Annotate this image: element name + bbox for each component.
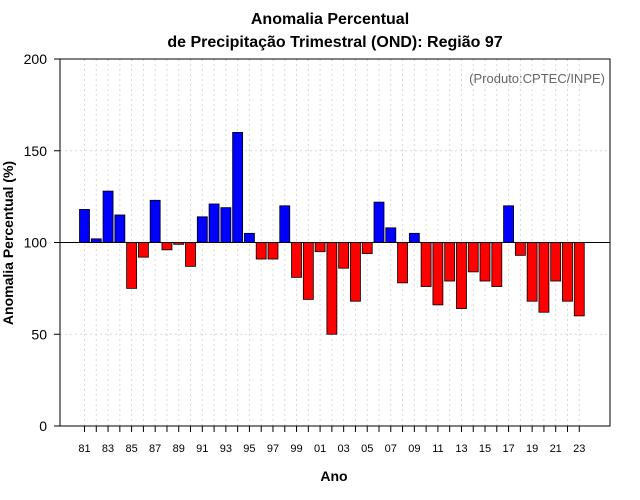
bars bbox=[79, 131, 585, 335]
x-tick-label-87: 87 bbox=[149, 443, 161, 455]
y-tick-label-0: 0 bbox=[39, 418, 47, 434]
bar-22 bbox=[562, 242, 573, 302]
bar-92 bbox=[208, 203, 220, 243]
bar-02 bbox=[326, 242, 338, 335]
x-tick-label-13: 13 bbox=[455, 443, 467, 455]
bar-01 bbox=[314, 242, 326, 253]
bar-11 bbox=[432, 242, 444, 306]
bar-81 bbox=[79, 209, 90, 243]
bar-16 bbox=[491, 242, 503, 287]
bar-19 bbox=[526, 242, 538, 302]
y-axis: 0 50 100 150 200 bbox=[24, 51, 60, 434]
x-tick-label-91: 91 bbox=[196, 443, 208, 455]
x-tick-label-15: 15 bbox=[479, 443, 491, 455]
x-tick-label-01: 01 bbox=[314, 443, 326, 455]
bar-90 bbox=[185, 242, 196, 267]
bar-85 bbox=[126, 242, 138, 289]
x-tick-label-03: 03 bbox=[338, 443, 350, 455]
bar-18 bbox=[514, 242, 526, 256]
bar-23 bbox=[573, 242, 585, 317]
bar-21 bbox=[550, 242, 562, 282]
bar-13 bbox=[456, 242, 467, 309]
bar-09 bbox=[408, 232, 420, 243]
bar-82 bbox=[90, 238, 102, 243]
bar-12 bbox=[444, 242, 456, 282]
bar-05 bbox=[361, 242, 373, 254]
bar-15 bbox=[479, 242, 491, 282]
bar-93 bbox=[220, 207, 232, 243]
y-tick-label-200: 200 bbox=[24, 51, 48, 67]
bar-10 bbox=[420, 242, 432, 287]
bar-94 bbox=[232, 131, 244, 243]
x-tick-label-11: 11 bbox=[432, 443, 443, 455]
x-tick-label-95: 95 bbox=[243, 443, 255, 455]
bar-83 bbox=[102, 190, 114, 243]
x-tick-label-17: 17 bbox=[502, 443, 514, 455]
bar-08 bbox=[397, 242, 408, 284]
x-axis-label: Ano bbox=[320, 468, 347, 484]
bar-95 bbox=[244, 232, 255, 243]
x-tick-label-19: 19 bbox=[526, 443, 538, 455]
x-tick-label-05: 05 bbox=[361, 443, 373, 455]
bar-87 bbox=[149, 199, 161, 243]
bar-04 bbox=[350, 242, 361, 302]
bar-20 bbox=[538, 242, 550, 313]
x-tick-label-93: 93 bbox=[220, 443, 232, 455]
bar-99 bbox=[291, 242, 302, 278]
x-tick-label-97: 97 bbox=[267, 443, 279, 455]
bar-07 bbox=[385, 227, 397, 243]
chart-title: Anomalia Percentual bbox=[251, 11, 409, 28]
bar-06 bbox=[373, 201, 385, 243]
bar-17 bbox=[503, 205, 514, 243]
x-tick-label-89: 89 bbox=[173, 443, 185, 455]
bar-91 bbox=[196, 216, 208, 243]
x-tick-label-09: 09 bbox=[408, 443, 420, 455]
bar-14 bbox=[467, 242, 479, 273]
y-axis-label: Anomalia Percentual (%) bbox=[0, 161, 16, 325]
bar-03 bbox=[338, 242, 350, 269]
bar-86 bbox=[137, 242, 149, 258]
bar-84 bbox=[114, 214, 126, 243]
y-tick-label-150: 150 bbox=[24, 143, 48, 159]
x-axis: 81 83 85 87 89 91 93 95 97 99 01 03 05 07 09 11 13 15 17 19… bbox=[78, 426, 585, 455]
x-tick-label-99: 99 bbox=[290, 443, 302, 455]
x-tick-label-85: 85 bbox=[125, 443, 137, 455]
bar-00 bbox=[302, 242, 314, 300]
x-tick-label-07: 07 bbox=[385, 443, 397, 455]
x-tick-label-83: 83 bbox=[102, 443, 114, 455]
grid bbox=[60, 59, 610, 426]
bar-96 bbox=[255, 242, 267, 260]
bar-88 bbox=[161, 242, 173, 251]
chart-subtitle: de Precipitação Trimestral (OND): Região… bbox=[167, 34, 502, 51]
x-tick-label-21: 21 bbox=[550, 443, 562, 455]
y-tick-label-50: 50 bbox=[31, 326, 47, 342]
x-tick-label-81: 81 bbox=[78, 443, 90, 455]
y-tick-label-100: 100 bbox=[24, 235, 48, 251]
bar-98 bbox=[279, 205, 291, 243]
bar-97 bbox=[267, 242, 279, 260]
credit-annotation: (Produto:CPTEC/INPE) bbox=[469, 71, 605, 86]
x-tick-label-23: 23 bbox=[573, 443, 585, 455]
